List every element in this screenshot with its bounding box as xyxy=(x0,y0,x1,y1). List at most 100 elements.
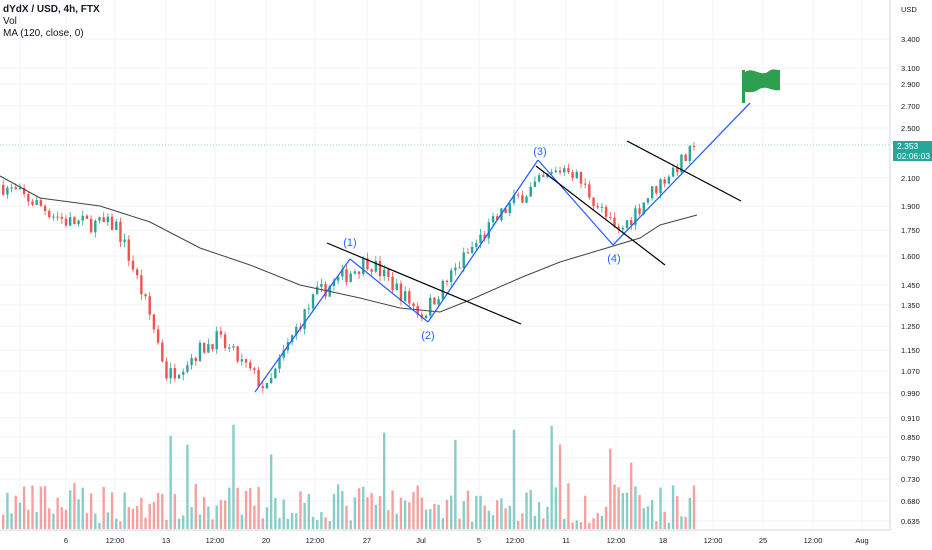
volume-bar xyxy=(395,513,398,529)
price-tick-7: 1.750 xyxy=(901,226,920,235)
candle xyxy=(600,203,604,213)
volume-bar xyxy=(43,486,47,529)
candle xyxy=(56,211,59,221)
volume-bar xyxy=(437,504,440,529)
volume-bar xyxy=(14,495,17,529)
volume-bar xyxy=(316,519,319,529)
volume-bar xyxy=(554,487,558,529)
candle xyxy=(437,295,440,307)
candle xyxy=(52,213,55,221)
candle xyxy=(558,166,562,175)
trendline-2 xyxy=(626,140,742,202)
candle xyxy=(579,171,583,189)
candle xyxy=(429,294,432,318)
candle xyxy=(316,281,319,295)
candle xyxy=(156,324,160,345)
candle xyxy=(161,339,164,363)
wave-label-2: (2) xyxy=(421,330,434,342)
volume-bar xyxy=(236,487,239,529)
candle xyxy=(39,197,43,208)
candle xyxy=(73,216,76,225)
candle xyxy=(10,183,13,193)
volume-bar xyxy=(135,506,139,529)
volume-bar xyxy=(286,518,290,529)
candle xyxy=(650,185,654,201)
candle xyxy=(521,190,524,204)
volume-bar xyxy=(194,484,197,529)
volume-bar xyxy=(232,424,235,529)
candle xyxy=(684,153,687,162)
volume-bar xyxy=(353,497,357,529)
candle xyxy=(688,145,692,164)
candle xyxy=(399,280,403,306)
price-tick-12: 1.150 xyxy=(901,346,920,355)
candle xyxy=(466,248,470,254)
price-tick-20: 0.635 xyxy=(901,517,920,526)
candle xyxy=(604,204,608,221)
candle xyxy=(449,267,453,287)
volume-bar xyxy=(190,507,193,529)
volume-bar xyxy=(127,507,131,529)
volume-bar xyxy=(85,513,89,529)
volume-bar xyxy=(31,485,34,529)
volume-bar xyxy=(634,486,637,529)
volume-bar xyxy=(512,429,516,529)
candle xyxy=(269,372,273,385)
volume-bar xyxy=(198,514,202,529)
volume-bar xyxy=(249,488,252,529)
volume-bar xyxy=(244,490,248,529)
volume-bar xyxy=(307,493,311,529)
candle xyxy=(667,174,671,185)
chart-drawings: (1) (2) (3) (4) xyxy=(254,69,780,393)
candle xyxy=(588,180,591,201)
candle xyxy=(454,263,457,276)
candle xyxy=(182,368,185,381)
volume-bar xyxy=(558,444,562,529)
candle xyxy=(408,288,411,308)
candle xyxy=(228,344,231,353)
time-tick-11: 12:00 xyxy=(607,536,626,545)
price-tick-5: 2.100 xyxy=(901,174,920,183)
price-tick-2: 2.900 xyxy=(901,80,920,89)
volume-bar xyxy=(676,495,679,529)
volume-bar xyxy=(223,500,227,529)
time-tick-7: Jul xyxy=(416,536,426,545)
volume-bar xyxy=(56,497,59,529)
volume-bar xyxy=(39,486,43,529)
time-tick-1: 12:00 xyxy=(106,536,125,545)
volume-bar xyxy=(182,515,185,529)
candle xyxy=(94,219,97,238)
volume-bar xyxy=(508,505,511,529)
candle xyxy=(613,212,616,228)
wave-line-1 xyxy=(349,258,429,323)
volume-bar xyxy=(680,516,683,529)
candle xyxy=(202,342,206,355)
volume-bar xyxy=(110,492,114,529)
candle xyxy=(211,344,214,352)
volume-bar xyxy=(470,521,474,529)
candle xyxy=(537,172,541,184)
candle xyxy=(362,256,365,277)
price-tick-14: 0.990 xyxy=(901,389,920,398)
wave-line-0 xyxy=(254,258,351,393)
candle xyxy=(35,195,38,206)
candle xyxy=(374,256,378,274)
volume-bar xyxy=(303,502,306,529)
volume-bar xyxy=(537,502,541,529)
volume-bar xyxy=(604,506,608,529)
volume-bar xyxy=(583,495,587,529)
volume-bar xyxy=(613,484,616,529)
volume-bar xyxy=(357,488,361,529)
volume-bar xyxy=(542,518,545,529)
candle xyxy=(445,279,449,286)
volume-bar xyxy=(671,485,675,529)
candle xyxy=(433,296,436,305)
volume-bars xyxy=(2,424,696,529)
volume-bar xyxy=(215,505,218,529)
candle xyxy=(190,354,193,370)
candle xyxy=(106,213,110,226)
candle xyxy=(341,264,344,281)
time-tick-3: 12:00 xyxy=(206,536,225,545)
candle xyxy=(491,212,495,226)
